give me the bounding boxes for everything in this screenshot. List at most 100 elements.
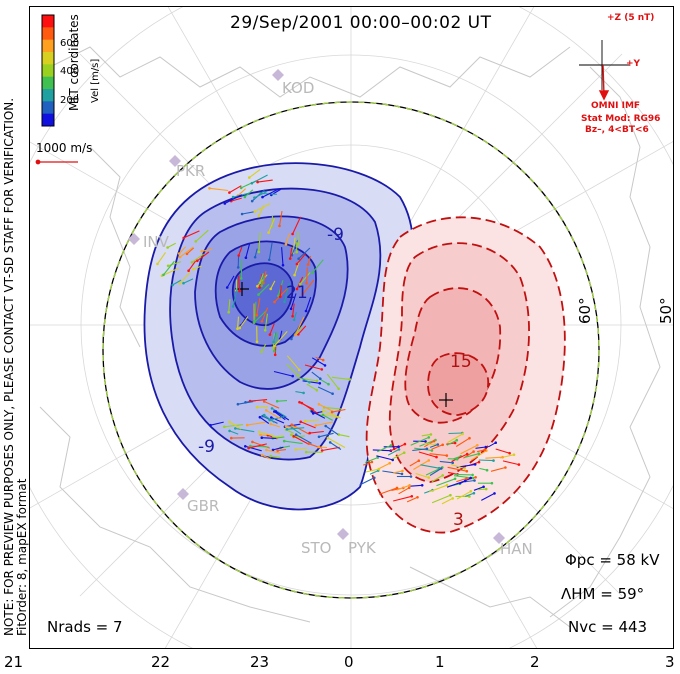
velocity-vector-origin <box>250 181 254 185</box>
velocity-vector <box>186 247 195 255</box>
velocity-vector-origin <box>477 452 481 456</box>
velocity-vector <box>398 487 410 495</box>
velocity-vector-origin <box>471 473 474 477</box>
station-label-han: HAN <box>500 540 533 558</box>
velocity-vector <box>286 427 305 430</box>
velocity-vector-origin <box>281 263 285 267</box>
velocity-vector-origin <box>311 271 314 275</box>
heppner-maynard-boundary: ΛHM = 59° <box>561 585 645 603</box>
station-markers <box>128 69 505 544</box>
velocity-vector-origin <box>223 425 226 429</box>
velocity-vector <box>266 449 280 454</box>
velocity-vector <box>338 434 350 438</box>
velocity-vector-origin <box>263 329 267 332</box>
velocity-vector <box>273 370 293 377</box>
velocity-vector <box>258 232 261 252</box>
velocity-vector-origin <box>317 402 321 406</box>
velocity-vector-origin <box>231 305 235 308</box>
velocity-vector-origin <box>468 436 471 440</box>
velocity-vector <box>295 447 308 451</box>
velocity-vector <box>262 270 267 284</box>
velocity-vector <box>439 460 453 464</box>
velocity-vector <box>163 260 175 276</box>
velocity-vector-origin <box>348 378 352 381</box>
velocity-vector-origin <box>196 259 199 263</box>
velocity-vector <box>284 440 303 445</box>
velocity-vector <box>329 441 342 450</box>
velocity-vector-origin <box>441 443 445 447</box>
velocity-vector-origin <box>253 210 257 213</box>
imf-condition: Bz–, 4<BT<6 <box>585 125 649 135</box>
velocity-vector <box>274 346 277 355</box>
velocity-vector-origin <box>330 410 334 414</box>
velocity-vector <box>277 400 288 402</box>
velocity-vector-origin <box>260 453 264 457</box>
velocity-vector <box>256 274 268 287</box>
velocity-vector <box>488 442 496 448</box>
velocity-vector-origin <box>250 199 254 203</box>
velocity-vector <box>278 211 283 226</box>
potential-max-marker <box>439 393 453 407</box>
velocity-vector <box>318 403 335 413</box>
velocity-vector-origin <box>194 240 198 243</box>
velocity-vector-origin <box>290 433 293 437</box>
velocity-vector-origin <box>278 295 282 299</box>
contour-label-neg-lower: -9 <box>198 437 215 457</box>
velocity-vector-origin <box>268 258 271 262</box>
velocity-vector-origin <box>408 484 411 487</box>
velocity-vector <box>431 444 443 450</box>
velocity-vector-origin <box>472 450 475 453</box>
velocity-vector-origin <box>317 435 321 439</box>
velocity-vector-origin <box>283 300 286 304</box>
velocity-vector <box>327 437 346 448</box>
colorbar-swatch <box>42 101 54 115</box>
velocity-vector <box>191 253 205 263</box>
velocity-vector-origin <box>171 283 174 287</box>
velocity-vector <box>264 313 268 331</box>
velocity-vector-origin <box>292 435 296 438</box>
velocity-vector-origin <box>321 358 325 362</box>
velocity-vector-origin <box>272 340 275 344</box>
velocity-vector-origin <box>376 456 380 459</box>
velocity-vector <box>231 197 242 202</box>
contour-label-neg-inner: 21 <box>286 283 308 303</box>
velocity-vector <box>470 450 487 461</box>
colorbar-tick-200: 200 <box>60 95 80 106</box>
velocity-vector <box>261 275 265 286</box>
velocity-vector <box>302 279 315 295</box>
velocity-vector-origin <box>262 400 266 403</box>
velocity-vector <box>269 323 275 335</box>
velocity-vector-origin <box>285 428 289 431</box>
velocity-vector <box>490 466 506 472</box>
velocity-vector-origin <box>272 349 276 353</box>
velocity-vector <box>265 409 282 420</box>
velocity-vector <box>365 468 379 473</box>
imf-axis-y: +Y <box>626 59 641 69</box>
velocity-vector <box>473 486 484 491</box>
velocity-vector <box>293 435 309 445</box>
velocity-vector-origin <box>300 401 304 405</box>
velocity-vector <box>305 297 312 312</box>
map-title: 29/Sep/2001 00:00–00:02 UT <box>230 13 492 33</box>
colorbar-swatch <box>42 39 54 53</box>
velocity-vector <box>232 287 238 307</box>
velocity-vector-origin <box>296 374 300 377</box>
velocity-vector-origin <box>328 441 332 444</box>
velocity-vector <box>295 316 305 335</box>
velocity-vector <box>292 216 302 235</box>
velocity-vector-origin <box>485 468 489 472</box>
velocity-vector <box>324 406 342 410</box>
velocity-vector-origin <box>270 416 273 419</box>
velocity-vector-origin <box>236 266 240 269</box>
velocity-vector <box>279 285 282 297</box>
velocity-vector-origin <box>255 405 259 409</box>
velocity-vector <box>418 451 437 458</box>
velocity-vector-origin <box>247 446 250 450</box>
velocity-vector-origin <box>310 410 314 413</box>
velocity-vector <box>364 457 378 464</box>
velocity-vector <box>237 275 241 292</box>
velocity-vector-origin <box>269 287 272 291</box>
velocity-vector-origin <box>177 252 181 255</box>
velocity-vector <box>465 492 475 497</box>
velocity-vector <box>301 377 310 383</box>
